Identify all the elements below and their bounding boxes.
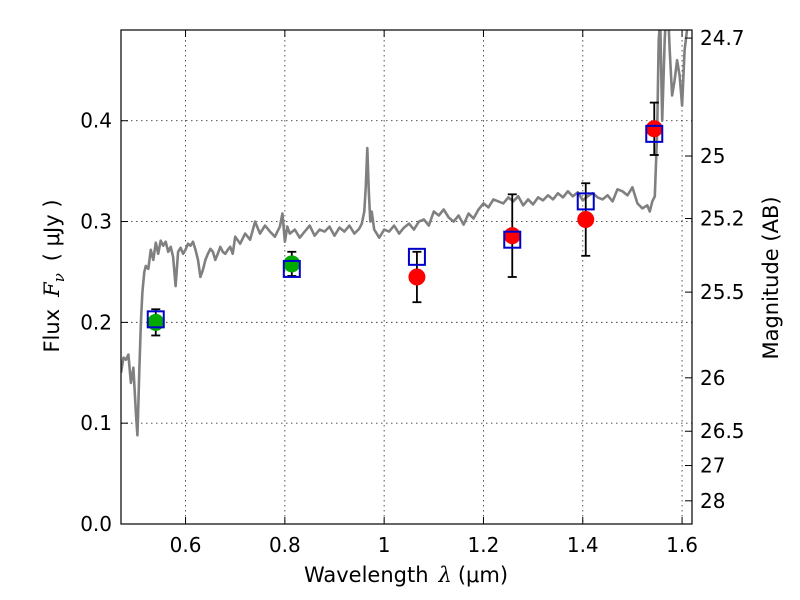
spectrum-layer (121, 30, 689, 437)
x-tick-label: 1.2 (468, 533, 500, 557)
y-axis-label-unit: ( μJy ) (40, 199, 64, 261)
plot-frame (120, 29, 693, 525)
right-axis-label: Magnitude (AB) (759, 196, 783, 359)
y-axis-label: Flux Fν ( μJy ) (40, 199, 68, 352)
y-tick-label: 0.1 (80, 411, 112, 435)
axes-layer (120, 29, 693, 525)
magnitude-tick-label: 25.2 (700, 207, 745, 231)
y-tick-label: 0.4 (80, 109, 112, 133)
y-tick-label: 0.0 (80, 512, 112, 536)
x-tick-label: 1.4 (567, 533, 599, 557)
magnitude-tick-label: 27 (700, 454, 725, 478)
y-axis-label-prefix: Flux (40, 309, 64, 353)
y-tick-label: 0.2 (80, 310, 112, 334)
x-axis-label-prefix: Wavelength (304, 563, 429, 587)
x-tick-label: 0.8 (269, 533, 301, 557)
magnitude-tick-label: 24.7 (700, 26, 745, 50)
model-flux-square (407, 247, 426, 266)
grid-layer (121, 30, 692, 524)
photometry-point (408, 268, 426, 286)
photometry-point (283, 255, 301, 273)
model-flux-square (503, 230, 522, 249)
magnitude-tick-label: 25.5 (700, 280, 745, 304)
y-axis-label-symbol: F (40, 281, 64, 298)
magnitude-tick-label: 26.5 (700, 419, 745, 443)
x-axis-label: Wavelength λ (μm) (304, 563, 508, 587)
x-tick-label: 1.6 (666, 533, 698, 557)
magnitude-tick-label: 25 (700, 144, 725, 168)
x-tick-label: 0.6 (170, 533, 202, 557)
ticklabel-layer: 0.6 0.8 1 1.2 1.4 1.6 0.0 0.1 0.2 0.3 0.4 24.7 25 25.… (80, 26, 744, 557)
model-flux-square (576, 192, 595, 211)
x-axis-label-symbol: λ (438, 563, 452, 587)
photometry-point (577, 211, 595, 229)
x-tick-label: 1 (378, 533, 391, 557)
magnitude-tick-label: 28 (700, 489, 725, 513)
magnitude-tick-label: 26 (700, 366, 725, 390)
model-flux-square (146, 310, 165, 329)
model-spectrum-line (121, 30, 689, 437)
x-axis-label-unit: (μm) (458, 563, 508, 587)
model-flux-square (645, 124, 664, 143)
photometry-point (645, 120, 663, 138)
model-flux-square (282, 259, 301, 278)
y-tick-label: 0.3 (80, 210, 112, 234)
photometry-point (503, 227, 521, 245)
y-axis-label-subscript: ν (50, 273, 68, 282)
square-layer (146, 124, 664, 329)
